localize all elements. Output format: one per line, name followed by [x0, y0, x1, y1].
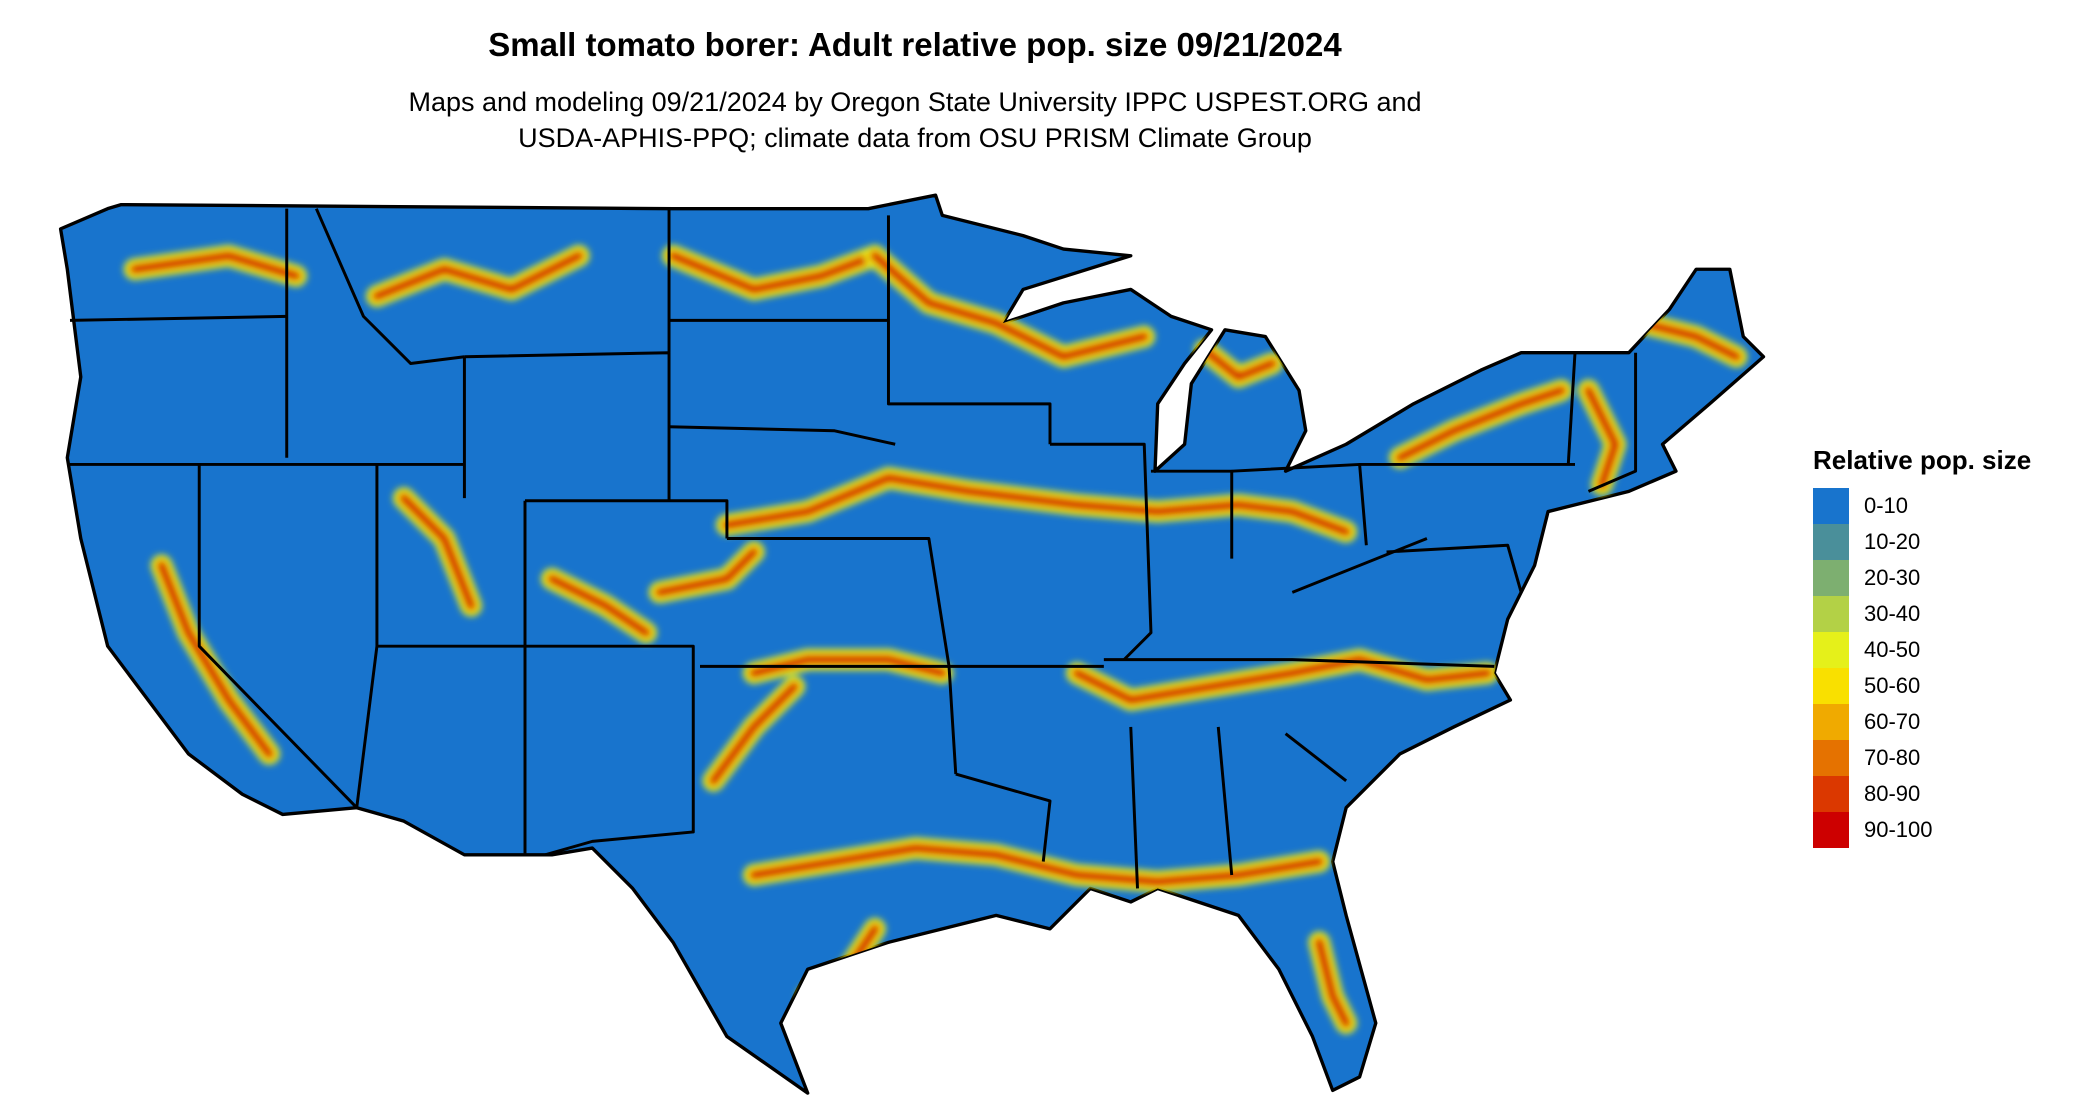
legend-swatch — [1813, 524, 1849, 560]
subtitle-line-1: Maps and modeling 09/21/2024 by Oregon S… — [408, 87, 1422, 117]
legend-swatch — [1813, 668, 1849, 704]
state-border — [886, 215, 1052, 445]
hotspot-band — [1317, 940, 1349, 1026]
legend-item: 10-20 — [1813, 524, 2031, 560]
legend-swatch — [1813, 596, 1849, 632]
state-border — [1103, 658, 1495, 668]
legend-label: 60-70 — [1864, 709, 1921, 734]
legend-item: 60-70 — [1813, 704, 2031, 740]
state-border — [69, 314, 287, 322]
hotspot-band — [1397, 388, 1564, 460]
state-border — [1386, 543, 1523, 593]
legend-item: 40-50 — [1813, 632, 2031, 668]
state-borders — [69, 208, 1638, 889]
legend-item: 80-90 — [1813, 776, 2031, 812]
hotspot-band — [1202, 348, 1275, 379]
hotspot-band — [724, 475, 1349, 534]
state-border — [669, 425, 896, 446]
state-border — [1566, 352, 1577, 465]
legend-label: 30-40 — [1864, 601, 1921, 626]
legend-label: 80-90 — [1864, 781, 1921, 806]
legend-item: 50-60 — [1813, 668, 2031, 704]
legend-swatch — [1813, 704, 1849, 740]
legend-label: 10-20 — [1864, 529, 1921, 554]
hotspot-band — [751, 846, 1322, 884]
hotspot-bands — [123, 245, 1748, 1034]
hotspot-band — [657, 549, 756, 595]
legend-swatch — [1813, 776, 1849, 812]
legend-item: 0-10 — [1813, 488, 2031, 524]
state-border — [376, 644, 695, 857]
legend-swatch — [1813, 632, 1849, 668]
map-subtitle: Maps and modeling 09/21/2024 by Oregon S… — [0, 84, 1830, 156]
state-border — [1150, 469, 1234, 559]
hotspot-band — [872, 253, 1147, 359]
state-border — [1050, 442, 1153, 661]
hotspot-band — [1586, 388, 1618, 487]
legend-label: 70-80 — [1864, 745, 1921, 770]
legend-swatch — [1813, 740, 1849, 776]
legend-label: 40-50 — [1864, 637, 1921, 662]
hotspot-band — [711, 684, 797, 783]
legend-label: 0-10 — [1864, 493, 1909, 518]
legend-item: 70-80 — [1813, 740, 2031, 776]
conus-outline — [58, 193, 1766, 1095]
hotspot-band — [1074, 657, 1490, 703]
legend-title: Relative pop. size — [1813, 445, 2032, 475]
hotspot-band — [401, 496, 474, 608]
legend: Relative pop. size 0-10 10-20 20-30 30-40 40… — [1813, 445, 2031, 848]
state-border — [1284, 732, 1348, 782]
state-border — [955, 772, 1052, 862]
legend-swatch — [1813, 488, 1849, 524]
hotspot-band — [159, 563, 272, 756]
state-border — [1129, 726, 1139, 889]
state-border — [525, 499, 729, 539]
state-border — [197, 464, 358, 809]
state-border — [1291, 537, 1428, 594]
hotspot-band — [671, 253, 878, 292]
legend-item: 90-100 — [1813, 812, 2031, 848]
state-border — [314, 208, 465, 365]
subtitle-line-2: USDA-APHIS-PPQ; climate data from OSU PR… — [518, 123, 1312, 153]
legend-label: 20-30 — [1864, 565, 1921, 590]
state-border — [1587, 352, 1638, 493]
legend-label: 90-100 — [1864, 817, 1933, 842]
state-border — [1216, 726, 1234, 876]
legend-item: 30-40 — [1813, 596, 2031, 632]
legend-swatch — [1813, 560, 1849, 596]
legend-item: 20-30 — [1813, 560, 2031, 596]
legend-label: 50-60 — [1864, 673, 1921, 698]
legend-swatch — [1813, 812, 1849, 848]
hotspot-band — [132, 253, 299, 279]
state-border — [726, 537, 951, 667]
map-title: Small tomato borer: Adult relative pop. … — [488, 26, 1342, 63]
hotspot-band — [1640, 321, 1739, 359]
hotspot-band — [374, 253, 581, 299]
hotspot-band — [549, 576, 649, 635]
